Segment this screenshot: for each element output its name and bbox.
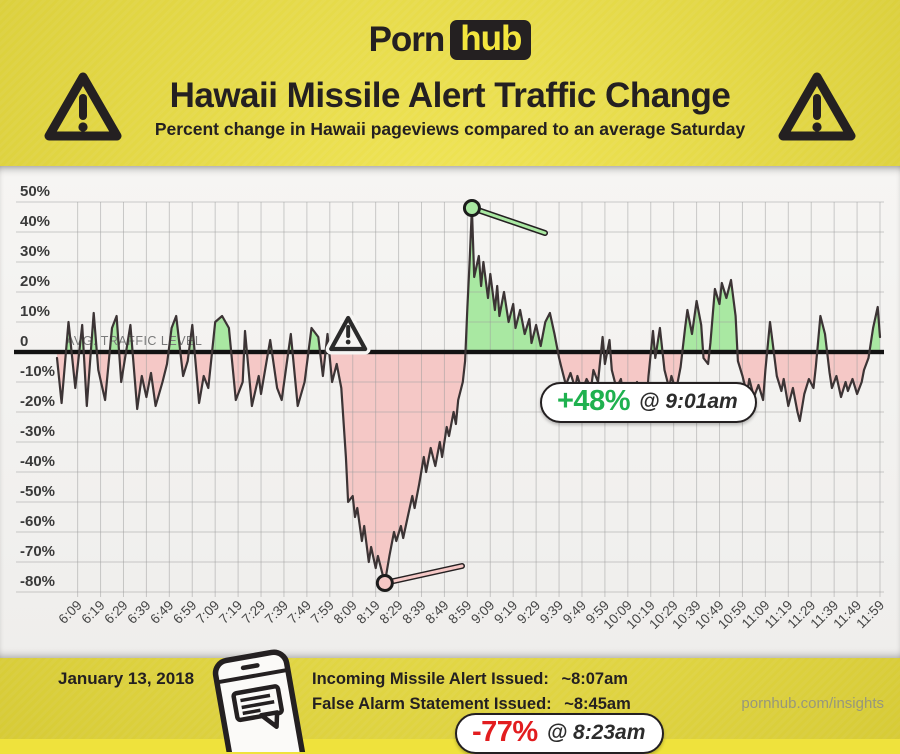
peak-annotation: +48% @ 9:01am	[540, 382, 757, 423]
y-tick-label: 10%	[20, 303, 50, 320]
zero-line	[14, 349, 884, 355]
x-tick-label: 6:09	[56, 598, 85, 627]
y-tick-label: -30%	[20, 423, 55, 440]
phone-message-icon	[212, 649, 307, 752]
peak-value-label: +48%	[557, 385, 630, 417]
y-tick-label: -20%	[20, 393, 55, 410]
peak-connector	[470, 206, 547, 235]
x-tick-label: 6:59	[170, 598, 199, 627]
x-tick-label: 7:09	[193, 598, 222, 627]
peak-marker	[462, 199, 481, 217]
x-tick-label: 8:39	[399, 598, 428, 627]
logo-row: Porn hub	[0, 20, 900, 60]
y-tick-label: 30%	[20, 243, 50, 260]
x-tick-label: 6:19	[78, 598, 107, 627]
x-tick-label: 6:29	[101, 598, 130, 627]
warning-triangle-icon	[44, 72, 122, 141]
y-tick-label: 0	[20, 333, 28, 350]
y-tick-label: 20%	[20, 273, 50, 290]
x-tick-label: 9:29	[514, 598, 543, 627]
event-time: ~8:07am	[561, 670, 628, 688]
y-tick-label: -70%	[20, 543, 55, 560]
x-tick-label: 7:29	[239, 598, 268, 627]
warning-triangle-icon	[778, 72, 856, 141]
x-tick-label: 6:39	[124, 598, 153, 627]
negative-area	[57, 352, 880, 583]
x-tick-label: 8:29	[377, 598, 406, 627]
page-title: Hawaii Missile Alert Traffic Change	[169, 76, 731, 115]
x-tick-label: 8:19	[354, 598, 383, 627]
x-tick-label: 9:19	[491, 598, 520, 627]
pornhub-logo: Porn hub	[369, 20, 532, 60]
trough-time-label: @ 8:23am	[546, 720, 646, 744]
x-tick-label: 7:49	[285, 598, 314, 627]
chart-panel: 50% 40% 30% 20% 10% 0 -10% -20% -30% -40% -50% -60%…	[0, 166, 900, 754]
x-tick-label: 8:09	[331, 598, 360, 627]
y-tick-label: -40%	[20, 453, 55, 470]
event-list: Incoming Missile Alert Issued: ~8:07am F…	[312, 667, 631, 717]
y-tick-label: -50%	[20, 483, 55, 500]
x-tick-label: 9:09	[468, 598, 497, 627]
y-tick-label: -80%	[20, 573, 55, 590]
warning-dot	[345, 339, 351, 345]
logo-word-porn: Porn	[368, 20, 446, 59]
event-time: ~8:45am	[564, 695, 631, 713]
site-url: pornhub.com/insights	[741, 695, 884, 712]
x-tick-label: 7:19	[216, 598, 245, 627]
event-label: False Alarm Statement Issued:	[312, 695, 552, 713]
positive-area	[57, 208, 880, 352]
event-false-alarm: False Alarm Statement Issued: ~8:45am	[312, 692, 631, 717]
x-tick-label: 9:49	[560, 598, 589, 627]
header: Porn hub Hawaii Missile Alert Traffic Ch…	[0, 0, 900, 166]
y-tick-label: 50%	[20, 183, 50, 200]
trough-connector	[383, 564, 464, 585]
traffic-line	[55, 206, 882, 585]
trough-marker	[375, 574, 394, 592]
traffic-change-chart: 50% 40% 30% 20% 10% 0 -10% -20% -30% -40% -50% -60%…	[14, 183, 887, 632]
event-missile-alert: Incoming Missile Alert Issued: ~8:07am	[312, 667, 631, 692]
x-tick-label: 9:39	[537, 598, 566, 627]
x-tick-label: 7:59	[308, 598, 337, 627]
y-tick-label: -10%	[20, 363, 55, 380]
event-label: Incoming Missile Alert Issued:	[312, 670, 549, 688]
avg-traffic-label: AVG. TRAFFIC LEVEL	[66, 334, 202, 348]
x-tick-label: 8:59	[445, 598, 474, 627]
y-tick-label: 40%	[20, 213, 50, 230]
page-subtitle: Percent change in Hawaii pageviews compa…	[154, 119, 746, 139]
peak-time-label: @ 9:01am	[638, 389, 738, 413]
footer: January 13, 2018 Incoming Missile Alert …	[0, 649, 900, 752]
x-tick-label: 8:49	[422, 598, 451, 627]
x-tick-label: 7:39	[262, 598, 291, 627]
y-tick-label: -60%	[20, 513, 55, 530]
logo-word-hub: hub	[450, 20, 532, 60]
footer-date: January 13, 2018	[58, 669, 195, 688]
x-tick-label: 6:49	[147, 598, 176, 627]
